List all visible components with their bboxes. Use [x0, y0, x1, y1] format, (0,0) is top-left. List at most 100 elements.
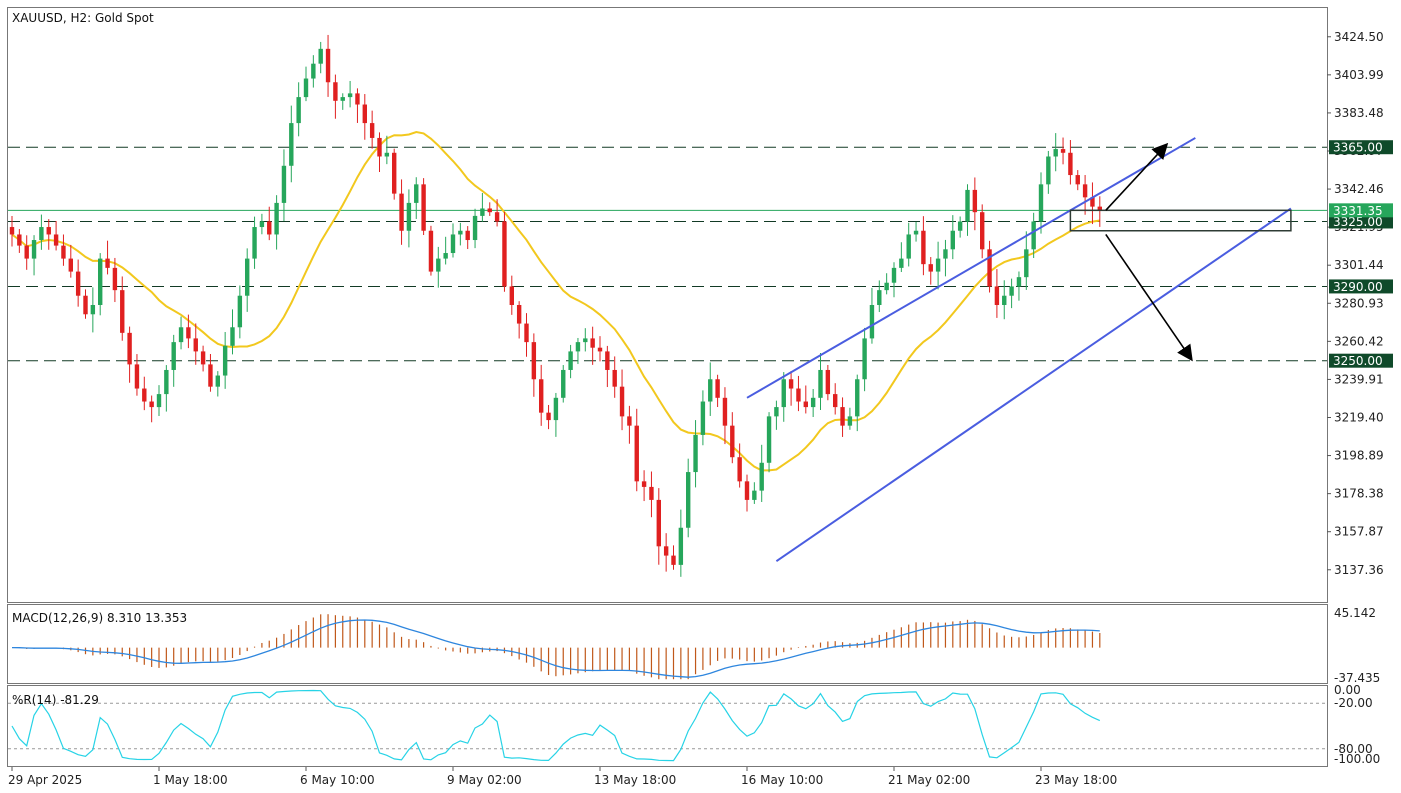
candle [531, 333, 537, 397]
candle [1097, 196, 1102, 227]
candle-body [531, 342, 537, 380]
candle [553, 392, 559, 437]
y-tick-label: 3198.89 [1334, 449, 1384, 463]
candle-body [656, 499, 661, 547]
candle-body [583, 338, 588, 343]
candle-body [200, 351, 206, 365]
candle-body [1046, 156, 1051, 185]
candle [333, 74, 338, 119]
trend-channel [746, 137, 1292, 562]
candle-body [744, 481, 750, 500]
candle [465, 226, 470, 250]
candle-body [1060, 149, 1066, 153]
candle-body [237, 295, 243, 328]
candle [759, 444, 764, 502]
price-levels [8, 146, 1327, 362]
level-tag-text: 3250.00 [1333, 354, 1383, 368]
candle-body [649, 486, 654, 500]
williams-r-indicator: 0.00-20.00 -80.00-100.00 [8, 683, 1380, 766]
candle [1053, 133, 1058, 172]
candle-body [847, 416, 853, 426]
candle-body [171, 342, 176, 370]
candle [369, 110, 375, 149]
candle [744, 474, 750, 512]
candle-body [178, 327, 184, 343]
candle-body [774, 407, 779, 417]
candle [634, 408, 639, 492]
candle [950, 215, 955, 260]
candle-body [759, 462, 764, 491]
candle-body [245, 258, 250, 296]
candle [891, 262, 897, 298]
y-tick-label: 3260.42 [1334, 334, 1384, 348]
candle [884, 273, 889, 295]
candle [840, 397, 845, 437]
candle-body [553, 397, 559, 421]
candle [715, 374, 720, 408]
candle [9, 216, 15, 247]
level-tag-text: 3365.00 [1333, 141, 1383, 155]
candle-body [1009, 286, 1014, 296]
candle-body [1082, 184, 1088, 198]
candle-body [112, 267, 118, 291]
arrow-up [1105, 142, 1169, 211]
candle [737, 443, 742, 488]
candle-body [921, 230, 926, 265]
candle [855, 374, 860, 432]
candle-body [9, 227, 15, 235]
candle-body [1075, 175, 1080, 185]
candle-body [972, 189, 978, 213]
candle [186, 314, 191, 349]
candle-body [53, 234, 59, 246]
candle-body [414, 184, 419, 203]
candle-body [17, 234, 22, 246]
candle [1038, 172, 1044, 234]
candle-body [487, 208, 492, 213]
candle [112, 257, 118, 303]
candle [318, 41, 323, 74]
candle-body [134, 364, 140, 389]
candle [340, 93, 345, 110]
candle-body [142, 388, 147, 402]
candle [627, 405, 632, 444]
candle-body [31, 240, 37, 259]
candle [788, 371, 794, 406]
x-tick-label: 23 May 18:00 [1035, 773, 1117, 787]
price-panel-frame [7, 7, 1328, 603]
candle [921, 216, 926, 276]
candle-body [788, 379, 794, 389]
candle [641, 470, 647, 502]
candle-body [928, 264, 933, 272]
y-tick-label: 3301.44 [1334, 258, 1384, 272]
candle-body [884, 282, 889, 291]
moving-average [11, 130, 1100, 472]
candle-body [619, 386, 625, 417]
x-tick-label: 9 May 02:00 [447, 773, 522, 787]
candle-body [303, 78, 309, 98]
candle-body [627, 416, 632, 426]
y-tick-label: 3157.87 [1334, 525, 1384, 539]
x-tick-label: 6 May 10:00 [300, 773, 375, 787]
candle-body [1090, 197, 1095, 207]
candle-body [994, 286, 1000, 305]
candle-body [215, 375, 220, 387]
candle [752, 482, 757, 504]
x-tick-label: 29 Apr 2025 [8, 773, 82, 787]
support-zone [1069, 209, 1292, 232]
candle [1046, 150, 1051, 194]
candle [134, 354, 140, 396]
candle-body [164, 369, 169, 395]
candle [259, 213, 265, 235]
x-tick-label: 1 May 18:00 [153, 773, 228, 787]
candle-body [612, 369, 617, 387]
candle [347, 80, 353, 108]
candle-body [722, 397, 728, 426]
candle-body [406, 202, 412, 231]
macd-signal-line [11, 619, 1100, 678]
candle-body [267, 221, 272, 235]
candle [1090, 182, 1095, 225]
candle [450, 223, 456, 258]
candle-body [311, 63, 316, 79]
candle-body [539, 379, 544, 413]
